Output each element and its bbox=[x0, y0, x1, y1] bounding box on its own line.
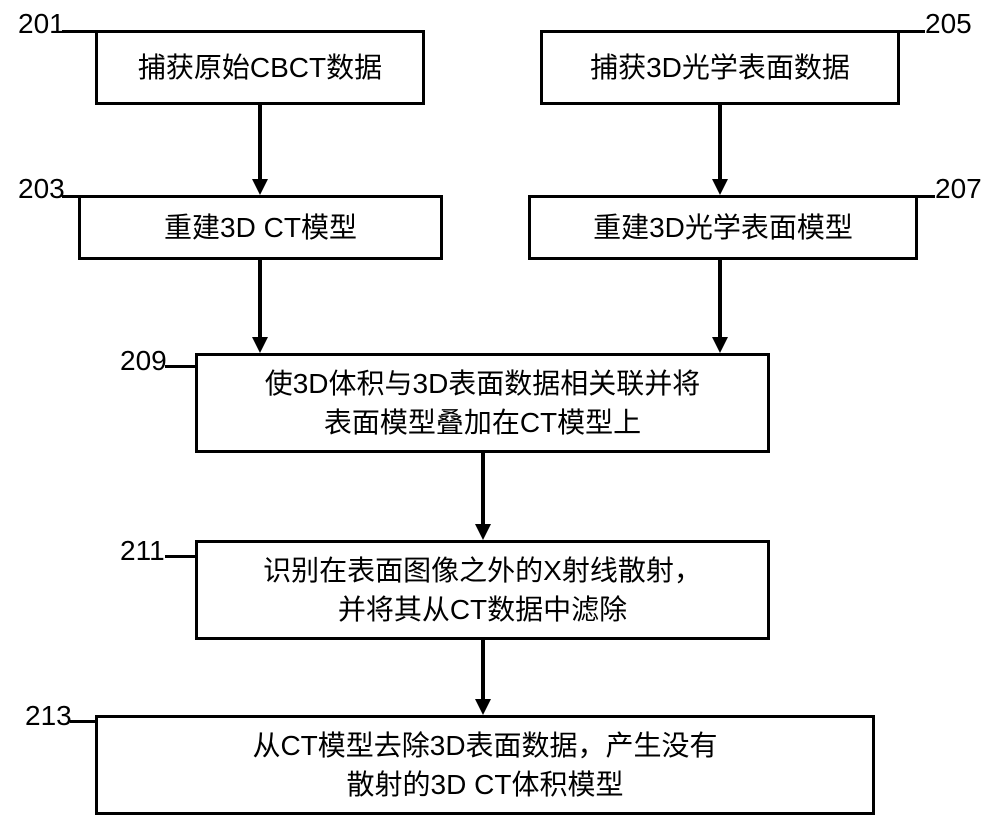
box-identify-scatter: 识别在表面图像之外的X射线散射， 并将其从CT数据中滤除 bbox=[195, 540, 770, 640]
box-text: 重建3D CT模型 bbox=[164, 208, 357, 247]
connector-line bbox=[258, 260, 262, 337]
box-capture-optical: 捕获3D光学表面数据 bbox=[540, 30, 900, 105]
label-205: 205 bbox=[925, 8, 972, 40]
label-209: 209 bbox=[120, 345, 167, 377]
box-text: 识别在表面图像之外的X射线散射， 并将其从CT数据中滤除 bbox=[263, 551, 702, 629]
leader-line bbox=[165, 555, 195, 558]
leader-line bbox=[70, 720, 95, 723]
connector-line bbox=[481, 640, 485, 699]
leader-line bbox=[165, 365, 195, 368]
box-rebuild-ct: 重建3D CT模型 bbox=[78, 195, 443, 260]
box-rebuild-optical: 重建3D光学表面模型 bbox=[528, 195, 918, 260]
label-203: 203 bbox=[18, 173, 65, 205]
arrow-icon bbox=[252, 179, 268, 195]
label-207: 207 bbox=[935, 173, 982, 205]
box-text: 使3D体积与3D表面数据相关联并将 表面模型叠加在CT模型上 bbox=[265, 364, 701, 442]
label-201: 201 bbox=[18, 8, 65, 40]
box-text: 从CT模型去除3D表面数据，产生没有 散射的3D CT体积模型 bbox=[252, 726, 717, 804]
label-213: 213 bbox=[25, 700, 72, 732]
box-correlate: 使3D体积与3D表面数据相关联并将 表面模型叠加在CT模型上 bbox=[195, 353, 770, 453]
box-text: 重建3D光学表面模型 bbox=[593, 208, 853, 247]
box-remove-surface: 从CT模型去除3D表面数据，产生没有 散射的3D CT体积模型 bbox=[95, 715, 875, 815]
arrow-icon bbox=[252, 337, 268, 353]
connector-line bbox=[258, 105, 262, 179]
box-text: 捕获3D光学表面数据 bbox=[590, 48, 850, 87]
leader-line bbox=[62, 195, 78, 198]
connector-line bbox=[718, 260, 722, 337]
label-211: 211 bbox=[120, 535, 165, 567]
arrow-icon bbox=[712, 179, 728, 195]
box-text: 捕获原始CBCT数据 bbox=[138, 48, 382, 87]
box-capture-cbct: 捕获原始CBCT数据 bbox=[95, 30, 425, 105]
arrow-icon bbox=[475, 524, 491, 540]
connector-line bbox=[481, 453, 485, 524]
arrow-icon bbox=[712, 337, 728, 353]
leader-line bbox=[900, 30, 925, 33]
leader-line bbox=[918, 195, 935, 198]
connector-line bbox=[718, 105, 722, 179]
arrow-icon bbox=[475, 699, 491, 715]
leader-line bbox=[62, 30, 95, 33]
